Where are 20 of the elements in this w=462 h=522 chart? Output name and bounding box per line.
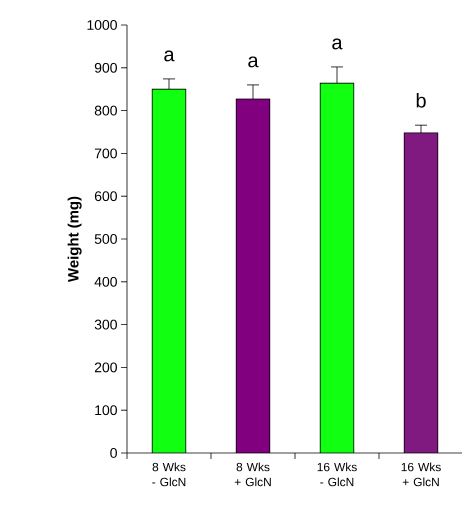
y-tick-label: 500 xyxy=(94,234,117,244)
y-tick-label: 900 xyxy=(94,62,117,73)
annotation: a xyxy=(164,50,175,62)
x-tick-label: 16 Wks - GlcN xyxy=(318,462,357,486)
y-tick-label: 800 xyxy=(94,106,117,116)
y-tick-label: 400 xyxy=(94,276,117,287)
y-tick-label: 700 xyxy=(94,148,117,158)
annotation: b xyxy=(416,92,426,108)
y-tick-label: 1000 xyxy=(88,20,117,30)
x-tick-label: 16 Wks + GlcN xyxy=(402,462,441,486)
y-tick-label: 300 xyxy=(94,320,117,330)
x-tick-label: 8 Wks - GlcN xyxy=(152,462,186,486)
x-tick-label: 8 Wks + GlcN xyxy=(234,462,271,486)
y-tick-label: 100 xyxy=(95,405,117,416)
y-axis-title: Weight (mg) xyxy=(68,196,82,282)
annotation: a xyxy=(332,38,343,50)
y-tick-label: 600 xyxy=(94,191,117,202)
y-tick-label: 200 xyxy=(94,362,117,372)
annotation: a xyxy=(248,56,259,68)
y-tick-label: 0 xyxy=(110,448,117,458)
